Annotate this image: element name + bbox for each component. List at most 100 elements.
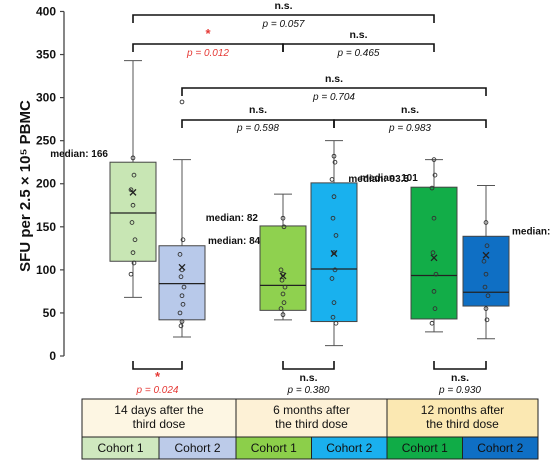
data-point: [329, 276, 335, 281]
box-iqr: [259, 225, 307, 311]
box-1: median: 166: [50, 60, 157, 298]
data-point: [179, 99, 185, 105]
box-5: median: 93.5: [348, 157, 458, 333]
data-point: [482, 284, 488, 290]
p-value-label: p = 0.024: [136, 385, 179, 396]
median-label: median: 166: [50, 149, 108, 160]
median-label: median: 84: [208, 236, 261, 247]
cohort-label: Cohort 2: [326, 441, 372, 455]
data-point: [329, 177, 335, 182]
data-point: [330, 314, 336, 320]
p-value-label: p = 0.598: [236, 123, 279, 134]
group-label: 12 months after: [421, 403, 504, 417]
data-point: [177, 252, 183, 257]
data-point: [432, 172, 438, 178]
comparison-8: n.s.p = 0.380: [282, 361, 335, 396]
group-label: the third dose: [426, 417, 499, 431]
data-point: [333, 320, 339, 326]
cohort-label: Cohort 2: [477, 441, 523, 455]
cohort-label: Cohort 1: [251, 441, 297, 455]
data-point: [333, 233, 339, 238]
p-value-label: p = 0.983: [388, 123, 431, 134]
bracket-line: [181, 87, 487, 96]
cohort-cell: [462, 436, 539, 460]
data-point: [330, 215, 336, 221]
box-iqr: [310, 182, 358, 323]
box-iqr: [158, 245, 206, 321]
comparison-4: n.s. p = 0.704: [181, 73, 487, 103]
group-header-cell: [386, 398, 539, 438]
p-value-label: p = 0.930: [438, 385, 481, 396]
data-point: [131, 172, 137, 178]
data-point: [279, 277, 285, 283]
data-point: [331, 300, 337, 305]
data-point: [278, 267, 284, 273]
data-point: [179, 293, 185, 299]
data-point: [128, 187, 134, 193]
cohort-label: Cohort 2: [174, 441, 220, 455]
mean-marker: [178, 263, 186, 271]
data-point: [331, 250, 337, 255]
y-tick-label: 0: [49, 349, 56, 363]
y-tick-label: 350: [36, 48, 56, 62]
data-point: [483, 220, 489, 225]
group-label: the third dose: [275, 417, 348, 431]
y-tick-label: 300: [36, 91, 56, 105]
data-point: [429, 185, 435, 191]
y-tick-label: 200: [36, 177, 56, 191]
y-tick-label: 150: [36, 220, 56, 234]
p-value-label: p = 0.465: [337, 48, 380, 59]
comparison-3: n.s. p = 0.465: [282, 29, 435, 59]
data-point: [429, 320, 435, 326]
comparison-5: n.s. p = 0.598: [181, 104, 335, 134]
data-point: [177, 310, 183, 316]
box-6: median: 74: [462, 184, 550, 340]
data-point: [129, 220, 135, 225]
cohort-label: Cohort 1: [97, 441, 143, 455]
box-series: median: 166 median: 84 median: 82 median: 1…: [50, 60, 550, 347]
p-value-label: p = 0.012: [186, 48, 229, 59]
data-point: [178, 274, 184, 280]
group-label: 6 months after: [273, 403, 350, 417]
data-point: [131, 260, 137, 266]
data-point: [278, 306, 284, 311]
data-point: [432, 306, 438, 311]
data-point: [430, 250, 436, 255]
data-point: [281, 224, 287, 230]
box-2: median: 84: [158, 99, 261, 338]
significance-mark: n.s.: [299, 372, 317, 384]
data-point: [178, 323, 184, 329]
median-label: median: 74: [512, 226, 550, 237]
comparison-1: n.s. p = 0.057: [132, 0, 435, 30]
data-point: [483, 271, 489, 277]
y-tick-label: 400: [36, 4, 56, 18]
bracket-line: [433, 361, 487, 370]
median-label: median: 101: [360, 173, 418, 184]
mean-marker: [430, 254, 438, 262]
data-point: [483, 306, 489, 311]
significance-mark: *: [205, 26, 211, 41]
data-point: [281, 300, 287, 305]
significance-mark: n.s.: [325, 73, 343, 85]
comparison-7: *p = 0.024: [132, 361, 183, 396]
data-point: [128, 271, 134, 277]
bracket-line: [282, 361, 335, 370]
bracket-line: [132, 14, 435, 23]
data-point: [180, 301, 186, 307]
data-point: [485, 293, 491, 299]
comparison-2: * p = 0.012: [132, 26, 284, 59]
data-point: [332, 267, 338, 273]
data-point: [331, 153, 337, 159]
box-iqr: [109, 161, 157, 262]
data-point: [282, 284, 288, 290]
significance-mark: n.s.: [249, 104, 267, 116]
bracket-line: [132, 361, 183, 370]
group-header-cell: [81, 398, 237, 438]
mean-marker: [482, 251, 490, 259]
